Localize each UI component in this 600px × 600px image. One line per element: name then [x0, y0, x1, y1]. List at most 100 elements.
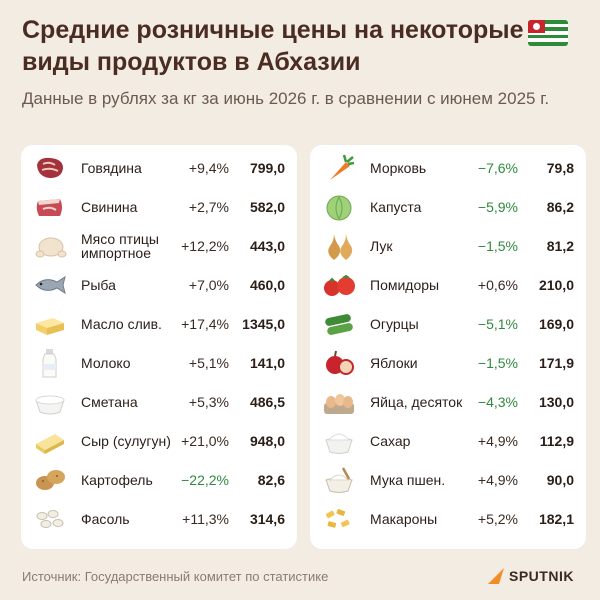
beans-icon: [36, 510, 64, 528]
item-price: 460,0: [249, 277, 285, 293]
beef-icon: [37, 157, 63, 178]
item-price: 130,0: [538, 394, 574, 410]
item-change: +17,4%: [181, 316, 229, 332]
list-item: Огурцы −5,1% 169,0: [310, 305, 586, 343]
item-price: 169,0: [538, 316, 574, 332]
list-item: Говядина +9,4% 799,0: [21, 149, 297, 187]
item-name: Яйца, десяток: [370, 394, 463, 410]
item-change: −4,3%: [477, 394, 518, 410]
item-change: +7,0%: [188, 277, 229, 293]
item-change: +5,3%: [188, 394, 229, 410]
item-name: Говядина: [81, 160, 142, 176]
item-name: Сметана: [81, 394, 138, 410]
item-price: 314,6: [249, 511, 285, 527]
list-item: Помидоры +0,6% 210,0: [310, 266, 586, 304]
item-change: −22,2%: [181, 472, 229, 488]
item-price: 948,0: [249, 433, 285, 449]
list-item: Картофель −22,2% 82,6: [21, 461, 297, 499]
chicken-icon: [35, 237, 67, 258]
item-price: 799,0: [249, 160, 285, 176]
pork-icon: [36, 199, 62, 216]
price-list-left: Говядина +9,4% 799,0 Свинина +2,7% 582,0…: [21, 145, 297, 549]
carrot-icon: [330, 154, 355, 180]
abkhazia-flag-icon: [528, 20, 568, 46]
item-change: +0,6%: [477, 277, 518, 293]
cabbage-icon: [326, 195, 352, 221]
list-item: Мука пшен. +4,9% 90,0: [310, 461, 586, 499]
item-price: 86,2: [546, 199, 574, 215]
list-item: Морковь −7,6% 79,8: [310, 149, 586, 187]
list-item: Масло слив. +17,4% 1345,0: [21, 305, 297, 343]
item-change: −7,6%: [477, 160, 518, 176]
item-price: 486,5: [249, 394, 285, 410]
item-change: +11,3%: [182, 511, 229, 527]
item-price: 443,0: [249, 238, 285, 254]
item-name: Мука пшен.: [370, 472, 446, 488]
page-subtitle: Данные в рублях за кг за июнь 2026 г. в …: [22, 89, 550, 108]
flour-icon: [325, 467, 353, 493]
item-change: +21,0%: [181, 433, 229, 449]
cheese-icon: [36, 434, 64, 454]
tomato-icon: [324, 274, 355, 296]
item-name: Масло слив.: [81, 316, 162, 332]
cucumber-icon: [325, 314, 353, 335]
list-item: Лук −1,5% 81,2: [310, 227, 586, 265]
item-name: Лук: [370, 238, 393, 254]
item-change: −1,5%: [477, 238, 518, 254]
potato-icon: [36, 470, 65, 490]
item-change: +5,1%: [188, 355, 229, 371]
eggs-icon: [324, 394, 354, 414]
brand-name: SPUTNIK: [509, 568, 574, 584]
item-name: Свинина: [81, 199, 138, 215]
milk-icon: [42, 349, 57, 378]
source-note: Источник: Государственный комитет по ста…: [22, 569, 329, 584]
item-change: +4,9%: [477, 472, 518, 488]
pasta-icon: [325, 509, 350, 528]
list-item: Молоко +5,1% 141,0: [21, 344, 297, 382]
item-name: Морковь: [370, 160, 427, 176]
item-change: +5,2%: [477, 511, 518, 527]
list-item: Сметана +5,3% 486,5: [21, 383, 297, 421]
sputnik-logo-icon: [488, 568, 504, 584]
list-item: Мясо птицы импортное +12,2% 443,0: [21, 227, 297, 265]
item-change: −1,5%: [477, 355, 518, 371]
list-item: Фасоль +11,3% 314,6: [21, 500, 297, 538]
sour-cream-icon: [35, 395, 65, 415]
item-change: +12,2%: [181, 238, 229, 254]
fish-icon: [35, 275, 66, 295]
onion-icon: [328, 234, 353, 260]
page-title: Средние розничные цены на некоторые виды…: [22, 16, 524, 76]
item-price: 582,0: [249, 199, 285, 215]
item-price: 82,6: [257, 472, 285, 488]
item-name: Фасоль: [81, 511, 130, 527]
item-name: Рыба: [81, 277, 116, 293]
item-change: +9,4%: [188, 160, 229, 176]
item-change: +2,7%: [188, 199, 229, 215]
item-change: −5,9%: [477, 199, 518, 215]
butter-icon: [36, 318, 64, 335]
item-price: 182,1: [538, 511, 574, 527]
list-item: Свинина +2,7% 582,0: [21, 188, 297, 226]
list-item: Капуста −5,9% 86,2: [310, 188, 586, 226]
item-name: Макароны: [370, 511, 438, 527]
item-price: 79,8: [546, 160, 574, 176]
item-name: Мясо птицы импортное: [81, 231, 159, 261]
list-item: Макароны +5,2% 182,1: [310, 500, 586, 538]
item-name: Капуста: [370, 199, 422, 215]
item-name: Сахар: [370, 433, 411, 449]
list-item: Рыба +7,0% 460,0: [21, 266, 297, 304]
item-price: 1345,0: [242, 316, 285, 332]
item-price: 210,0: [538, 277, 574, 293]
item-price: 171,9: [538, 355, 574, 371]
item-price: 141,0: [249, 355, 285, 371]
item-name: Картофель: [81, 472, 153, 488]
list-item: Яблоки −1,5% 171,9: [310, 344, 586, 382]
item-name: Молоко: [81, 355, 131, 371]
apple-icon: [326, 350, 354, 375]
item-price: 90,0: [546, 472, 574, 488]
item-name: Помидоры: [370, 277, 440, 293]
item-change: −5,1%: [477, 316, 518, 332]
list-item: Яйца, десяток −4,3% 130,0: [310, 383, 586, 421]
item-name: Яблоки: [370, 355, 418, 371]
item-name: Сыр (сулугун): [81, 433, 171, 449]
